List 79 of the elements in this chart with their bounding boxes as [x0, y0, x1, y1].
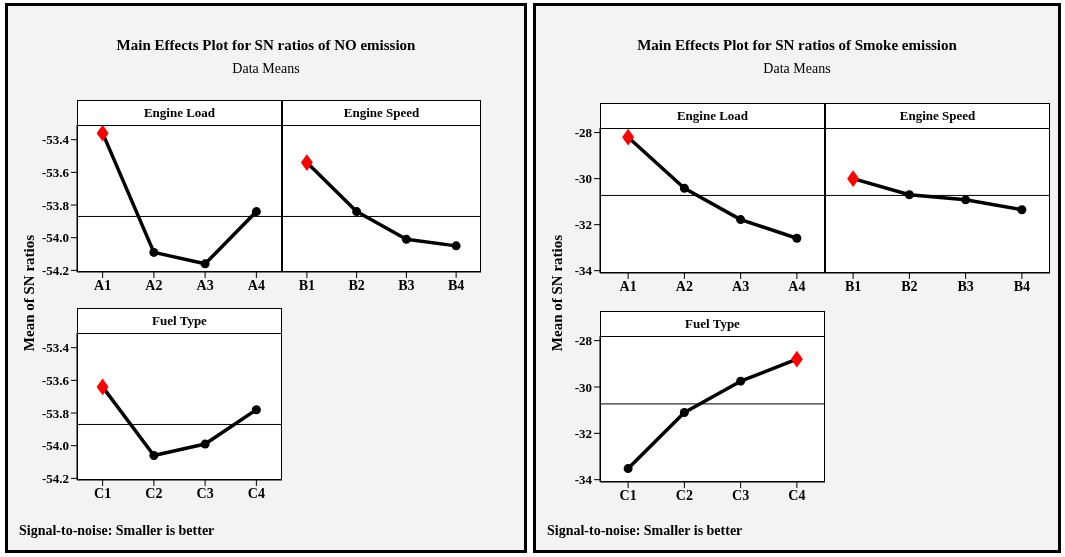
- point: [679, 407, 689, 417]
- y-tick-label: -30: [574, 171, 592, 187]
- chart-subtitle: Data Means: [762, 61, 832, 77]
- x-tick-label: C2: [145, 485, 163, 501]
- point: [622, 128, 635, 146]
- y-tick-label: -34: [574, 263, 593, 279]
- x-tick-label: C3: [196, 485, 214, 501]
- point: [149, 247, 159, 257]
- x-tick-label: B4: [1013, 278, 1031, 294]
- point: [300, 154, 313, 171]
- y-tick-label: -54.2: [41, 470, 69, 486]
- chart-subtitle: Data Means: [231, 61, 301, 77]
- x-tick-label: A1: [619, 278, 637, 294]
- y-tick-label: -53.8: [41, 405, 70, 421]
- text: Fuel Type: [77, 308, 282, 334]
- text: Engine Speed: [282, 100, 481, 126]
- point: [792, 233, 802, 243]
- y-tick-label: -30: [574, 379, 592, 395]
- text: Signal-to-noise: Smaller is better: [547, 523, 743, 539]
- y-tick-label: -28: [574, 333, 593, 349]
- y-tick-label: -32: [574, 217, 592, 233]
- x-tick-label: C1: [94, 485, 112, 501]
- y-tick-label: -53.8: [41, 197, 70, 213]
- point: [736, 376, 746, 386]
- point: [200, 259, 210, 269]
- point: [251, 207, 261, 217]
- x-tick-label: A3: [196, 277, 214, 293]
- x-tick-label: C4: [788, 487, 806, 503]
- point: [961, 195, 971, 205]
- point: [904, 190, 914, 200]
- y-axis-title: Mean of SN ratios: [548, 234, 566, 352]
- x-tick-label: B4: [447, 277, 465, 293]
- text: Engine Load: [600, 103, 825, 129]
- x-tick-label: C2: [675, 487, 693, 503]
- text: Signal-to-noise: Smaller is better: [19, 523, 215, 539]
- y-tick-label: -28: [574, 125, 593, 141]
- y-tick-label: -32: [574, 425, 592, 441]
- x-tick-label: C1: [619, 487, 637, 503]
- text: Engine Speed: [825, 103, 1050, 129]
- point: [96, 125, 109, 142]
- y-tick-label: -53.4: [41, 132, 70, 148]
- y-tick-label: -54.0: [41, 438, 69, 454]
- x-tick-label: B3: [398, 277, 415, 293]
- x-tick-label: C3: [732, 487, 750, 503]
- point: [847, 170, 860, 188]
- point: [251, 405, 261, 415]
- text: Engine Load: [77, 100, 282, 126]
- x-tick-label: A2: [675, 278, 693, 294]
- point: [1017, 205, 1027, 215]
- text: Fuel Type: [600, 311, 825, 337]
- point: [451, 241, 461, 251]
- x-tick-label: A2: [145, 277, 163, 293]
- y-tick-label: -54.0: [41, 230, 69, 246]
- point: [200, 439, 210, 449]
- x-tick-label: A1: [94, 277, 112, 293]
- x-tick-label: B1: [298, 277, 316, 293]
- y-axis-title: Mean of SN ratios: [20, 234, 38, 352]
- point: [401, 234, 411, 244]
- point: [96, 378, 109, 396]
- point: [736, 215, 746, 225]
- point: [679, 183, 689, 193]
- x-tick-label: A3: [732, 278, 750, 294]
- y-tick-label: -34: [574, 472, 593, 488]
- y-tick-label: -53.6: [41, 372, 70, 388]
- chart-title: Main Effects Plot for SN ratios of Smoke emission: [636, 37, 958, 54]
- y-tick-label: -54.2: [41, 262, 69, 278]
- x-tick-label: B3: [957, 278, 974, 294]
- x-tick-label: B2: [901, 278, 918, 294]
- y-tick-label: -53.4: [41, 340, 70, 356]
- x-tick-label: C4: [247, 485, 265, 501]
- point: [149, 451, 159, 460]
- x-tick-label: B2: [348, 277, 365, 293]
- x-tick-label: B1: [844, 278, 862, 294]
- x-tick-label: A4: [788, 278, 806, 294]
- x-tick-label: A4: [247, 277, 265, 293]
- point: [352, 207, 362, 217]
- point: [623, 464, 633, 474]
- y-tick-label: -53.6: [41, 164, 70, 180]
- chart-title: Main Effects Plot for SN ratios of NO emission: [115, 37, 417, 54]
